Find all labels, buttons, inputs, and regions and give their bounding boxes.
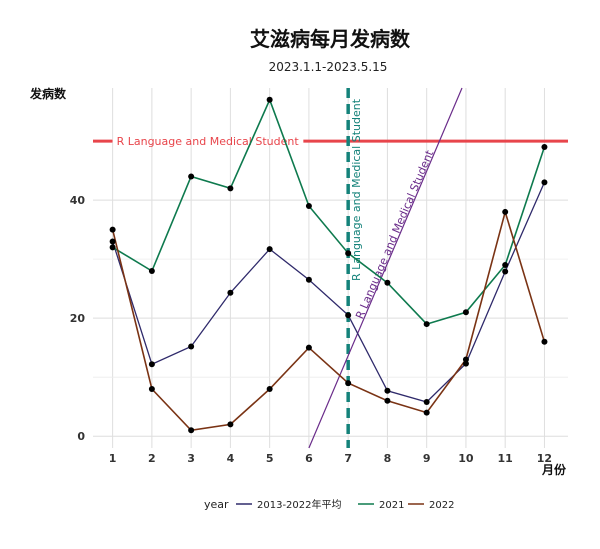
data-point [148, 385, 155, 392]
x-tick-label: 8 [384, 452, 392, 465]
vline-label: R Language and Medical Student [350, 98, 363, 281]
data-point [541, 338, 548, 345]
legend-title: year [204, 498, 229, 511]
data-point [502, 208, 509, 215]
hline-label-background [112, 139, 304, 144]
data-point [266, 246, 273, 253]
data-point [305, 344, 312, 351]
data-point [188, 427, 195, 434]
series-line-2021 [112, 97, 546, 326]
data-point [384, 397, 391, 404]
data-point [227, 421, 234, 428]
x-tick-label: 1 [109, 452, 117, 465]
data-point [541, 179, 548, 186]
data-point [462, 309, 469, 316]
x-tick-label: 9 [423, 452, 431, 465]
series-lines [111, 97, 546, 432]
data-point [462, 360, 469, 367]
y-tick-label: 20 [70, 312, 86, 325]
hline-label: R Language and Medical Student [117, 135, 300, 148]
x-tick-label: 7 [344, 452, 352, 465]
data-point [266, 385, 273, 392]
data-point [148, 361, 155, 368]
data-point [384, 387, 391, 394]
data-point [345, 380, 352, 387]
x-tick-label: 5 [266, 452, 274, 465]
data-point [345, 250, 352, 257]
x-axis-label: 月份 [541, 462, 567, 477]
y-axis-label: 发病数 [29, 86, 67, 101]
data-point [227, 289, 234, 296]
abline-annotation [308, 87, 463, 449]
x-tick-label: 3 [187, 452, 195, 465]
data-point [345, 312, 352, 319]
series-line-2013-2022年平均 [111, 182, 545, 403]
data-point [305, 203, 312, 210]
data-point [188, 173, 195, 180]
data-point [423, 398, 430, 405]
series-line-2022 [111, 208, 546, 432]
legend-label: 2013-2022年平均 [257, 498, 342, 511]
chart-title: 艾滋病每月发病数 [250, 27, 411, 51]
data-point [227, 185, 234, 192]
data-point [305, 276, 312, 283]
legend-label: 2022 [429, 500, 454, 511]
data-point [423, 321, 430, 328]
data-point [109, 226, 116, 233]
x-tick-label: 4 [227, 452, 235, 465]
data-point [502, 268, 509, 275]
legend: year 2013-2022年平均 2021 2022 [204, 498, 454, 511]
x-tick-label: 2 [148, 452, 156, 465]
data-point [109, 238, 116, 245]
series-points [109, 96, 548, 434]
legend-label: 2021 [379, 500, 404, 511]
x-tick-label: 12 [537, 452, 552, 465]
data-point [423, 409, 430, 416]
chart-subtitle: 2023.1.1-2023.5.15 [269, 60, 388, 74]
data-point [541, 144, 548, 151]
x-tick-label: 6 [305, 452, 313, 465]
x-tick-label: 11 [498, 452, 513, 465]
data-point [502, 262, 509, 269]
annotations: R Language and Medical Student R Language… [93, 87, 568, 449]
data-point [384, 279, 391, 286]
y-tick-label: 0 [77, 430, 85, 443]
data-point [148, 267, 155, 274]
data-point [462, 356, 469, 363]
x-tick-label: 10 [458, 452, 474, 465]
data-point [109, 244, 116, 251]
data-point [266, 96, 273, 103]
data-point [188, 343, 195, 350]
y-tick-label: 40 [70, 194, 86, 207]
abline-label: R Language and Medical Student [353, 148, 436, 321]
